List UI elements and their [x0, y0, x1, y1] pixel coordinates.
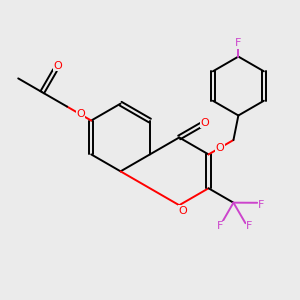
Text: F: F [258, 200, 265, 210]
Text: O: O [76, 110, 85, 119]
Text: F: F [246, 220, 253, 230]
Text: O: O [201, 118, 209, 128]
Text: F: F [235, 38, 242, 48]
Text: O: O [216, 143, 224, 153]
Text: F: F [217, 221, 223, 231]
Text: O: O [53, 61, 62, 71]
Text: O: O [178, 206, 187, 216]
